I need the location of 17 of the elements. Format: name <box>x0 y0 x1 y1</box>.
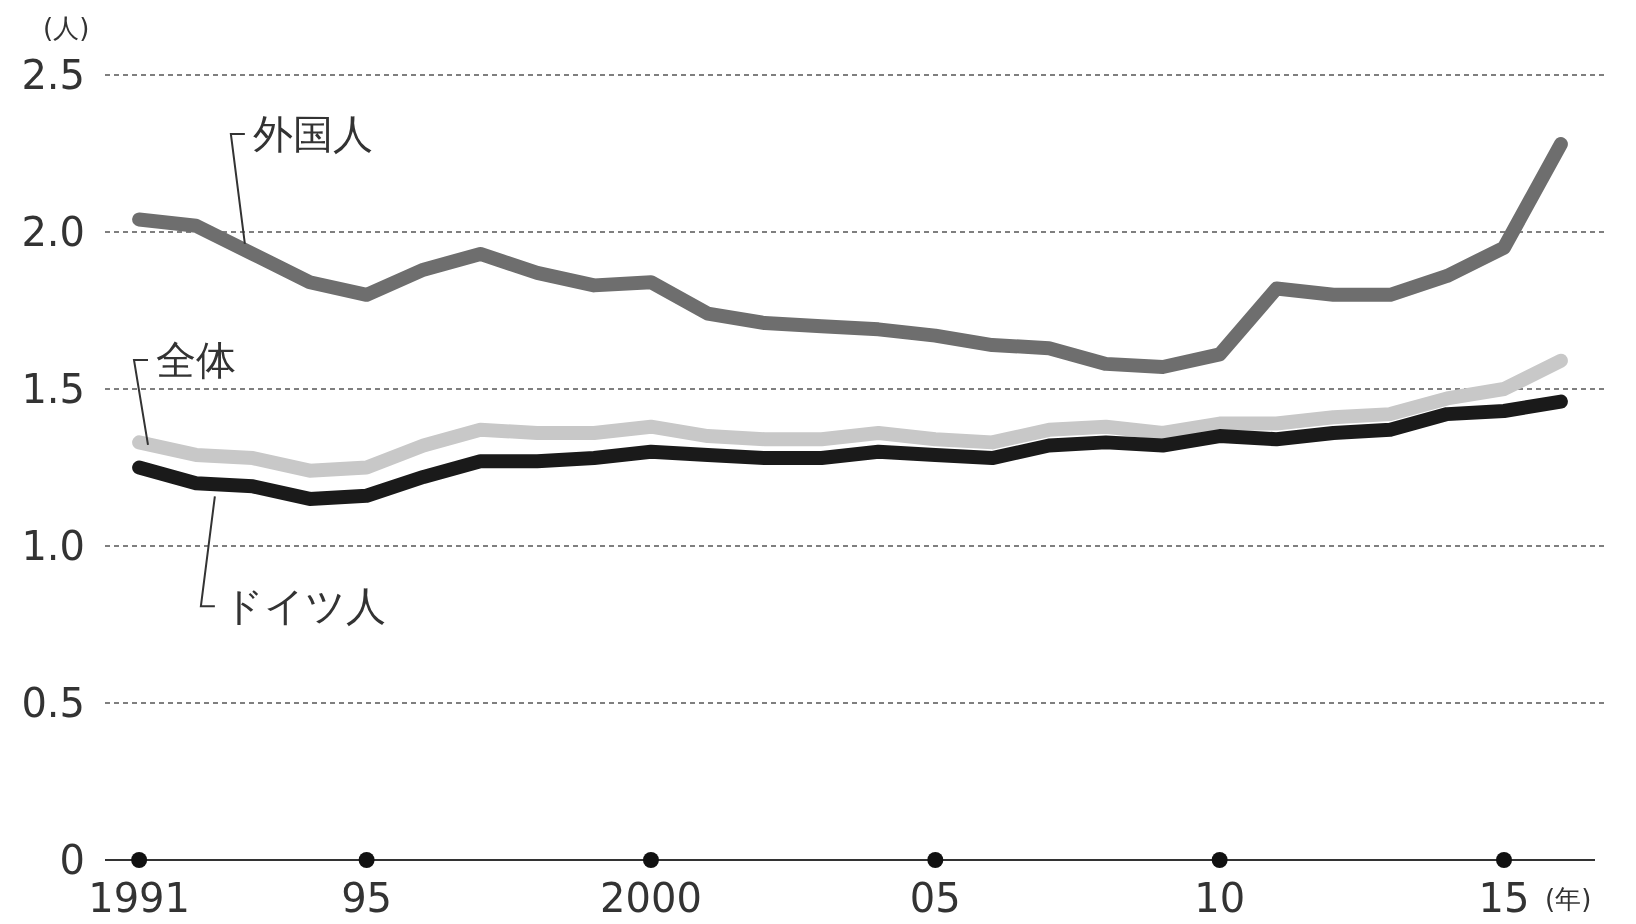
y-tick-label: 0 <box>59 837 85 883</box>
y-tick-label: 0.5 <box>21 680 85 726</box>
text: ドイツ人 <box>222 583 386 630</box>
series-label: 全体 <box>155 336 236 383</box>
x-tick-label: 1991 <box>88 875 191 921</box>
x-tick-label: 10 <box>1194 875 1246 921</box>
y-tick-label: 2.0 <box>21 209 85 255</box>
x-tick-label: 05 <box>909 875 961 921</box>
y-tick-label: 1.0 <box>21 523 85 569</box>
y-axis-title: (人) <box>43 13 90 43</box>
y-tick-label: 1.5 <box>21 366 85 412</box>
x-tick-label: 2000 <box>600 875 702 921</box>
x-tick-label: 95 <box>341 875 393 921</box>
text: 外国人 <box>252 110 373 157</box>
x-axis-title: (年) <box>1545 884 1592 914</box>
x-tick-label: 15 <box>1478 875 1530 921</box>
y-tick-label: 2.5 <box>21 52 85 98</box>
